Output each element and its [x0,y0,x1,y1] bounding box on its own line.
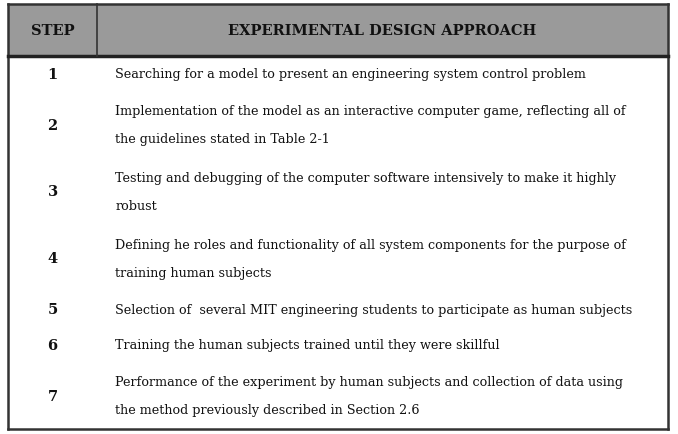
Text: 7: 7 [47,389,58,403]
Text: training human subjects: training human subjects [115,266,272,279]
Text: Training the human subjects trained until they were skillful: Training the human subjects trained unti… [115,338,500,351]
Bar [8,5,668,57]
Text: the guidelines stated in Table 2-1: the guidelines stated in Table 2-1 [115,133,330,146]
Text: 1: 1 [47,67,58,82]
Text: Testing and debugging of the computer software intensively to make it highly: Testing and debugging of the computer so… [115,171,616,184]
Text: 3: 3 [47,185,58,199]
Text: 6: 6 [47,338,58,352]
Text: Defining he roles and functionality of all system components for the purpose of: Defining he roles and functionality of a… [115,238,626,251]
Text: 5: 5 [47,302,58,317]
Text: STEP: STEP [31,24,75,38]
Text: 4: 4 [47,252,58,266]
Text: robust: robust [115,200,157,213]
Text: Searching for a model to present an engineering system control problem: Searching for a model to present an engi… [115,68,586,81]
Text: EXPERIMENTAL DESIGN APPROACH: EXPERIMENTAL DESIGN APPROACH [228,24,537,38]
Text: 2: 2 [47,118,58,132]
Text: Implementation of the model as an interactive computer game, reflecting all of: Implementation of the model as an intera… [115,105,626,118]
Text: Performance of the experiment by human subjects and collection of data using: Performance of the experiment by human s… [115,375,623,388]
Text: Selection of  several MIT engineering students to participate as human subjects: Selection of several MIT engineering stu… [115,303,633,316]
Text: the method previously described in Section 2.6: the method previously described in Secti… [115,403,420,416]
